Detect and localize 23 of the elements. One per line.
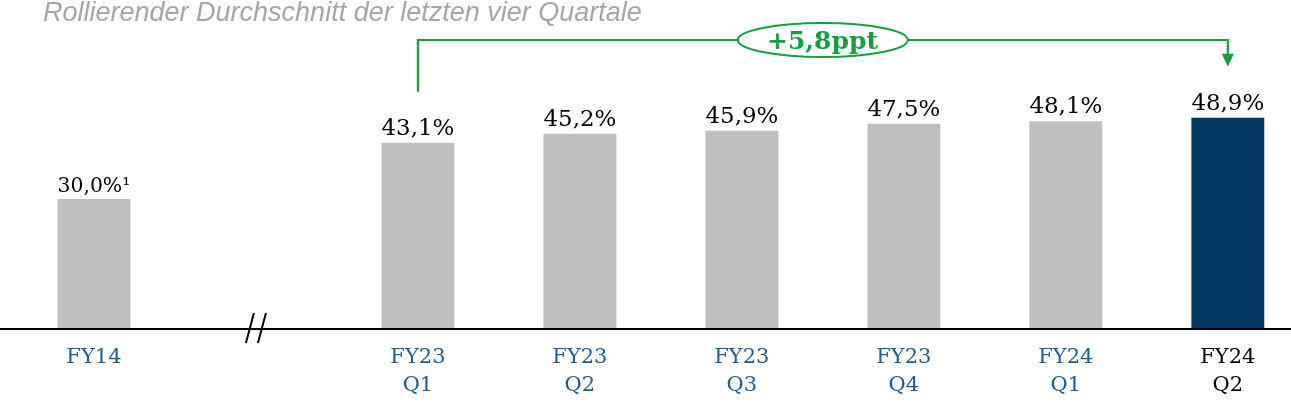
bar xyxy=(705,130,779,328)
bar xyxy=(1029,121,1103,328)
data-label: 48,9% xyxy=(1191,88,1265,115)
bar xyxy=(867,123,941,328)
text: +5,8ppt xyxy=(767,26,879,55)
x-tick-label: FY24 Q2 xyxy=(1200,344,1256,396)
x-tick-label: FY24 Q1 xyxy=(1038,344,1094,396)
x-tick-label: FY23 Q2 xyxy=(552,344,608,396)
data-label: 45,9% xyxy=(705,101,779,128)
x-tick-label: FY23 Q3 xyxy=(714,344,770,396)
bar xyxy=(543,133,617,328)
bar xyxy=(57,199,131,328)
data-label: 47,5% xyxy=(867,94,941,121)
bar xyxy=(1191,117,1265,328)
data-label: 48,1% xyxy=(1029,92,1103,119)
x-tick-label: FY23 Q1 xyxy=(390,344,446,396)
chart-title: Rollierender Durchschnitt der letzten vier Quartale xyxy=(43,0,642,27)
x-tick-label: FY14 xyxy=(66,344,122,369)
bar xyxy=(381,142,455,328)
data-label: 30,0%¹ xyxy=(57,172,131,197)
x-tick-label: FY23 Q4 xyxy=(876,344,932,396)
data-label: 45,2% xyxy=(543,104,617,131)
data-label: 43,1% xyxy=(381,113,455,140)
